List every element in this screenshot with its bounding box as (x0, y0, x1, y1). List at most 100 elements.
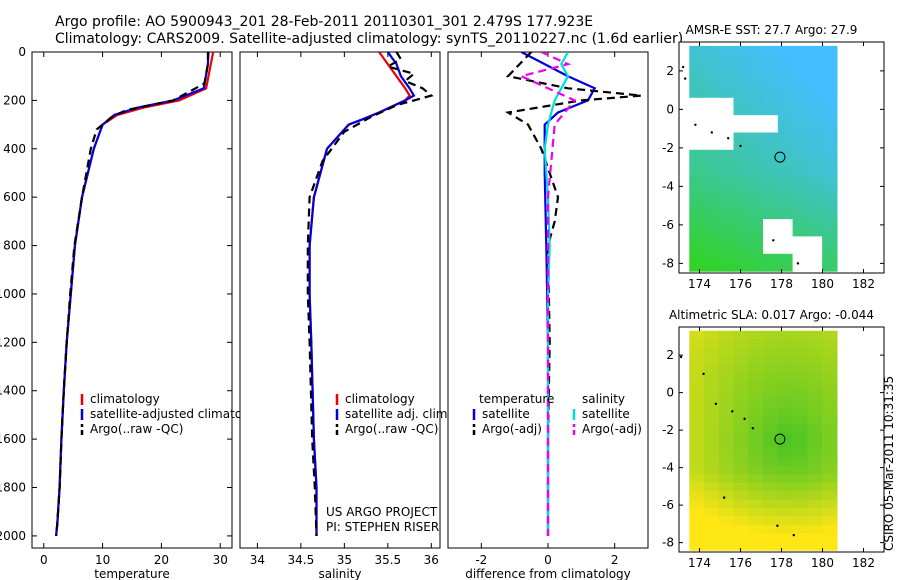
map-cell (822, 524, 838, 534)
legend-label: climatology (90, 392, 160, 406)
map-cell (763, 516, 779, 526)
map-cell (763, 106, 779, 116)
map-cell (777, 236, 794, 246)
map-cell (792, 465, 808, 475)
map-cell (718, 356, 735, 366)
x-tick-label: 34.5 (288, 553, 315, 567)
map-cell (718, 115, 735, 125)
map-cell (733, 398, 749, 408)
project-annotation: US ARGO PROJECT (326, 505, 438, 519)
x-tick-label: 180 (811, 556, 834, 570)
legend-heading: temperature (479, 392, 554, 406)
map-cell (822, 158, 838, 168)
map-cell (733, 364, 749, 374)
map-cell (822, 141, 838, 151)
map-cell (689, 236, 705, 246)
map-cell (807, 339, 823, 349)
map-cell (777, 63, 794, 73)
map-cell (807, 210, 823, 220)
map-cell (807, 175, 823, 186)
y-tick-label: 1800 (0, 481, 26, 495)
map-cell (689, 432, 705, 441)
map-cell (763, 115, 779, 125)
map-cell (777, 398, 794, 408)
map-cell (748, 448, 764, 458)
map-cell (807, 389, 823, 399)
map-cell (822, 201, 838, 212)
map-cell (718, 381, 735, 391)
map-cell (763, 63, 779, 73)
map-cell (689, 507, 705, 517)
map-cell (822, 474, 838, 484)
sst-map-panel: 174 176 178 180 182 2 0 -2 -4 -6 -8 AMSR-E SST: 27.… (662, 23, 885, 291)
map-cell (763, 236, 779, 246)
map-cell (748, 80, 764, 90)
map-cell (763, 415, 779, 425)
map-cell (792, 219, 808, 229)
map-cell (763, 398, 779, 408)
map-cell (777, 423, 794, 433)
map-cell (822, 432, 838, 441)
map-cell (704, 123, 720, 134)
map-cell (748, 245, 764, 255)
map-cell (733, 123, 749, 134)
map-cell (748, 132, 764, 142)
map-cell (704, 71, 720, 82)
map-cell (704, 158, 720, 168)
coastline-dot (683, 77, 687, 80)
map-cell (689, 533, 705, 543)
y-tick-label: -4 (662, 461, 674, 475)
map-cell (777, 106, 794, 116)
y-tick-label: -6 (662, 218, 674, 232)
x-tick-label: 178 (770, 556, 793, 570)
map-cell (733, 347, 749, 357)
map-cell (822, 97, 838, 108)
map-cell (689, 210, 705, 220)
map-cell (807, 372, 823, 382)
map-cell (822, 541, 838, 551)
map-cell (763, 448, 779, 458)
map-cell (718, 210, 735, 220)
map-cell (704, 245, 720, 255)
map-cell (704, 364, 720, 374)
coastline-dot (743, 417, 746, 421)
map-cell (792, 63, 808, 73)
map-cell (822, 184, 838, 194)
map-cell (733, 491, 749, 501)
map-cell (807, 71, 823, 82)
map-cell (718, 106, 735, 116)
map-cell (792, 356, 808, 366)
map-cell (822, 115, 838, 125)
map-cell (777, 71, 794, 82)
map-cell (777, 372, 794, 382)
legend-label: Argo(-adj) (482, 422, 542, 436)
map-cell (763, 533, 779, 543)
map-cell (704, 106, 720, 116)
map-title: Altimetric SLA: 0.017 Argo: -0.044 (669, 308, 874, 322)
map-cell (733, 80, 749, 90)
map-cell (807, 533, 823, 543)
x-tick-label: 178 (770, 277, 793, 291)
map-cell (807, 541, 823, 551)
map-cell (718, 227, 735, 238)
map-cell (822, 423, 838, 433)
map-cell (792, 381, 808, 391)
map-cell (748, 364, 764, 374)
coastline-dot (727, 137, 730, 140)
map-cell (718, 54, 735, 64)
map-cell (807, 448, 823, 458)
coastline-dot (681, 65, 685, 69)
coastline-dot (714, 402, 718, 406)
map-cell (792, 491, 808, 501)
x-tick-label: 0 (544, 553, 552, 567)
coastline-dot (776, 524, 779, 527)
series-line-argo-raw-qc- (306, 52, 434, 536)
map-cell (777, 141, 794, 151)
plot-frame (31, 51, 233, 549)
coastline-dot (739, 144, 742, 148)
map-cell (748, 389, 764, 399)
y-tick-label: 1000 (0, 287, 26, 301)
map-cell (807, 499, 823, 509)
map-cell (733, 474, 749, 484)
